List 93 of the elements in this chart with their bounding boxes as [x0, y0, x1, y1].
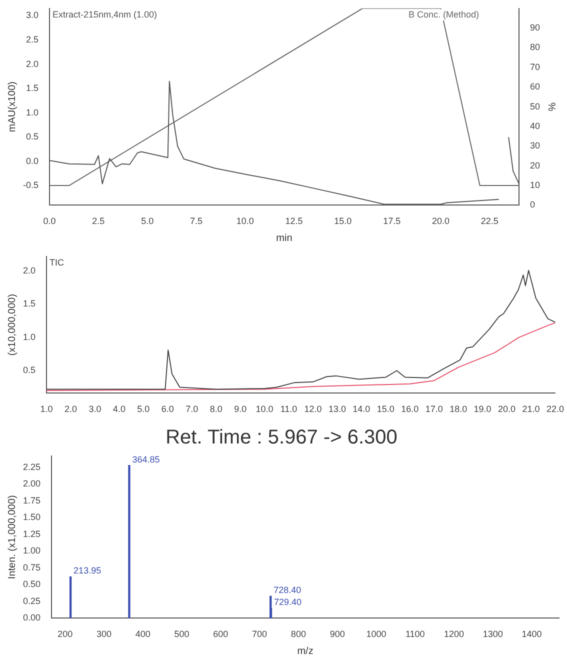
y2-tick-label: 0 [530, 200, 536, 210]
x-tick-label: 0.0 [43, 216, 56, 226]
x-tick-label: 17.0 [425, 404, 443, 414]
x-tick-label: 2.5 [92, 216, 105, 226]
x-tick-label: 8.0 [210, 404, 222, 414]
x-tick-label: 1300 [482, 629, 503, 640]
x-tick-label: 22.5 [480, 216, 498, 226]
annotation: 729.40 [274, 597, 302, 608]
x-tick-label: 3.0 [88, 404, 102, 414]
x-tick-label: 6.0 [161, 404, 174, 414]
x-tick-label: 1200 [444, 629, 464, 640]
annotation: 364.85 [132, 454, 160, 464]
y-tick-label: 1.5 [26, 83, 39, 94]
x-tick-label: 13.0 [328, 404, 346, 414]
y2-tick-label: 50 [530, 101, 540, 112]
x-tick-label: 19.0 [474, 404, 492, 414]
y-axis-title: (x10,000,000) [6, 294, 18, 356]
bar [69, 576, 72, 618]
text: Extract-215nm,4nm (1.00) [52, 9, 158, 20]
y-tick-label: 2.00 [22, 478, 41, 489]
series-label: B Conc. (Method) [408, 9, 479, 20]
y-tick-label: 1.50 [22, 512, 41, 522]
y-tick-label: 0.5 [26, 132, 39, 142]
x-tick-label: 10.0 [236, 216, 254, 226]
annotation: 213.95 [74, 566, 102, 576]
y-tick-label: 1.75 [22, 495, 41, 506]
y-tick-label: 1.00 [22, 546, 41, 556]
y-tick-label: 0.5 [22, 365, 36, 376]
x-tick-label: 700 [252, 629, 268, 640]
y2-axis-title: % [545, 102, 556, 112]
x-tick-label: 7.0 [186, 404, 198, 414]
x-tick-label: 300 [96, 629, 112, 640]
x-tick-label: 4.0 [112, 404, 126, 414]
y-axis-title: Inten. (x1,000,000) [6, 495, 18, 580]
x-tick-label: 600 [213, 629, 228, 640]
x-tick-label: 12.5 [285, 216, 303, 226]
x-tick-label: 1.0 [40, 404, 53, 414]
x-axis-title: m/z [297, 646, 314, 657]
y-tick-label: 1.0 [26, 107, 39, 118]
y-tick-label: 0.25 [22, 596, 41, 606]
x-tick-label: 500 [174, 629, 190, 640]
x-tick-label: 400 [135, 629, 150, 640]
y-tick-label: 2.5 [26, 34, 39, 44]
y-tick-label: 3.0 [26, 10, 39, 20]
x-tick-label: 1100 [405, 629, 425, 640]
y-axis-title: mAU(x100) [6, 82, 18, 132]
y2-tick-label: 70 [530, 62, 540, 72]
x-tick-label: 21.0 [522, 404, 540, 414]
x-tick-label: 15.0 [376, 404, 394, 414]
y-tick-label: 1.5 [22, 298, 36, 309]
x-tick-label: 1000 [366, 629, 386, 640]
x-tick-label: 20.0 [498, 404, 516, 414]
y2-tick-label: 60 [530, 82, 540, 92]
x-tick-label: 2.0 [64, 404, 77, 414]
y2-tick-label: 20 [530, 160, 540, 170]
x-tick-label: 7.5 [190, 216, 202, 226]
x-tick-label: 12.0 [304, 404, 322, 414]
x-tick-label: 22.0 [546, 404, 564, 414]
x-tick-label: 1400 [522, 629, 542, 640]
x-tick-label: 900 [330, 629, 345, 640]
x-tick-label: 200 [58, 629, 73, 640]
chart-title: Ret. Time : 5.967 -> 6.300 [166, 426, 398, 449]
y-tick-label: 2.0 [26, 58, 39, 69]
x-tick-label: 11.0 [280, 404, 298, 414]
y2-tick-label: 90 [530, 22, 540, 33]
y2-tick-label: 10 [530, 180, 540, 190]
x-tick-label: 17.5 [383, 216, 401, 226]
y-tick-label: 1.0 [22, 332, 36, 342]
x-tick-label: 18.0 [450, 404, 468, 414]
y-tick-label: 0.0 [26, 156, 39, 166]
y-tick-label: 0.00 [22, 612, 41, 623]
x-tick-label: 14.0 [352, 404, 370, 414]
y-tick-label: -0.5 [22, 180, 39, 190]
x-tick-label: 16.0 [401, 404, 419, 414]
x-tick-label: 20.0 [432, 216, 450, 226]
x-tick-label: 5.0 [141, 216, 154, 226]
x-tick-label: 800 [290, 629, 306, 640]
x-tick-label: 9.0 [234, 404, 247, 414]
y2-tick-label: 80 [530, 42, 540, 52]
bar [128, 465, 130, 618]
text: TIC [50, 257, 65, 268]
x-tick-label: 15.0 [334, 216, 352, 226]
y-tick-label: 0.75 [22, 562, 41, 572]
y-tick-label: 2.0 [22, 265, 36, 276]
x-tick-label: 5.0 [137, 404, 150, 414]
y-tick-label: 0.50 [22, 579, 41, 590]
y-tick-label: 1.25 [22, 528, 41, 539]
y2-tick-label: 30 [530, 140, 540, 151]
x-axis-title: min [276, 232, 292, 244]
annotation: 728.40 [274, 585, 302, 596]
y-tick-label: 2.25 [22, 462, 41, 472]
x-tick-label: 10.0 [256, 404, 274, 414]
y2-tick-label: 40 [530, 120, 540, 131]
